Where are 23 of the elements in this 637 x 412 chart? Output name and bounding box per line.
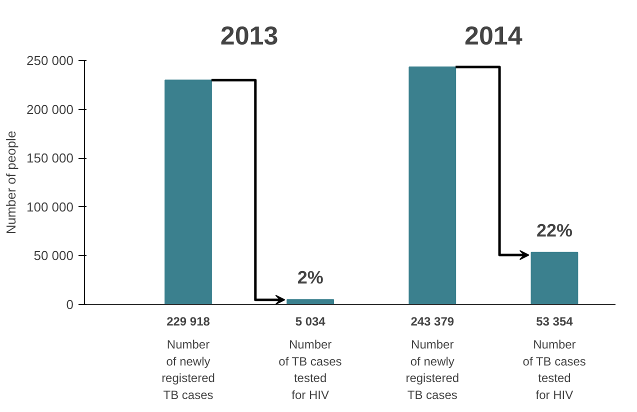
y-tick-label: 150 000 [26, 150, 74, 166]
data-label: 243 379 [410, 314, 454, 328]
text: 2014 [464, 20, 523, 51]
y-tick-label: 250 000 [26, 53, 74, 68]
x-tick-label: Number of TB cases tested for HIV [522, 338, 586, 402]
data-label: 229 918 [166, 314, 210, 328]
annotation: 22% [536, 220, 572, 240]
x-tick-label: Number of newly registered TB cases [406, 338, 460, 402]
data-label: 53 354 [536, 314, 574, 328]
annotation: 2% [297, 268, 324, 288]
bar [408, 66, 456, 304]
bar [530, 252, 578, 304]
x-tick-label: Number of TB cases tested for HIV [278, 338, 342, 402]
y-tick-label: 0 [66, 297, 74, 312]
bar [286, 299, 334, 304]
y-axis-title: Number of people [4, 130, 19, 234]
text: 2013 [220, 20, 278, 51]
y-tick-label: 50 000 [34, 248, 74, 264]
data-label: 5 034 [295, 314, 326, 328]
bar [164, 80, 212, 304]
y-tick-label: 200 000 [26, 102, 74, 117]
y-tick-label: 100 000 [26, 199, 74, 214]
x-tick-label: Number of newly registered TB cases [162, 338, 215, 402]
